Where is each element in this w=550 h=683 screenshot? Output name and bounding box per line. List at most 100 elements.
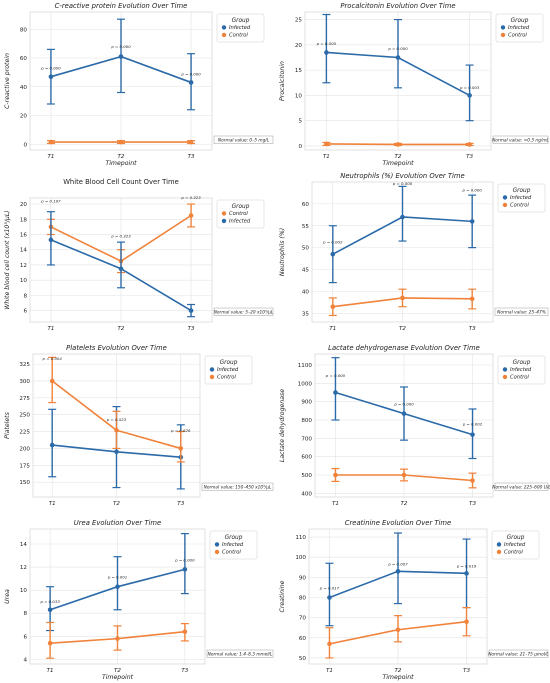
data-point <box>395 55 401 60</box>
chart-panel-0: 0 20 40 60 80 T1 T2 T3 C-reactive protein Evolut… <box>3 2 274 167</box>
y-tick-label: 800 <box>301 418 312 424</box>
series-infected <box>331 357 477 460</box>
y-axis-label: White blood cell count (x10³/μL) <box>3 210 11 309</box>
x-tick-label: T2 <box>118 154 125 160</box>
chart-panel-6: 4 6 8 10 12 14 T1 T2 T3 Urea Evolution Over Time T… <box>4 519 274 681</box>
legend-item-control: Control <box>229 211 248 217</box>
data-point <box>333 472 338 478</box>
chart-title: Creatinine Evolution Over Time <box>345 519 452 527</box>
y-tick-label: 600 <box>301 455 312 461</box>
legend-title: Group <box>511 18 529 24</box>
data-point <box>467 93 472 98</box>
data-point <box>464 571 469 576</box>
y-tick-label: 225 <box>19 430 30 436</box>
legend-item-control: Control <box>217 375 236 381</box>
legend-marker-infected <box>214 542 220 547</box>
normal-note-text: Normal value: <0.5 ng/mL <box>492 137 549 143</box>
y-tick-label: 6 <box>23 634 27 640</box>
data-point <box>49 378 55 384</box>
normal-note-text: Normal value: 1.4–8.3 mmol/L <box>208 651 273 657</box>
legend-box <box>216 13 265 43</box>
p-value-label: p = 0.001 <box>107 575 127 580</box>
legend-marker-infected <box>209 367 215 372</box>
y-tick-label: 325 <box>19 362 30 368</box>
data-point <box>48 139 54 145</box>
data-point <box>47 607 53 613</box>
legend-box <box>216 199 265 229</box>
p-value-label: p = 0.523 <box>106 417 127 422</box>
data-point <box>324 50 329 55</box>
legend-marker-infected <box>502 195 508 200</box>
data-point <box>469 296 475 302</box>
y-tick-label: 250 <box>19 413 30 419</box>
y-tick-label: 15 <box>295 68 303 74</box>
legend-title: Group <box>232 204 250 210</box>
legend-title: Group <box>232 18 250 24</box>
normal-note-box <box>488 649 549 658</box>
y-tick-label: 14 <box>20 248 28 254</box>
y-axis-label: Neutrophils (%) <box>278 228 286 276</box>
legend-item-control: Control <box>504 550 523 556</box>
normal-note-box <box>494 482 549 491</box>
data-point <box>330 304 336 309</box>
chart-title: Lactate dehydrogenase Evolution Over Tim… <box>328 344 480 352</box>
chart-title: C-reactive protein Evolution Over Time <box>55 2 188 10</box>
x-tick-label: T1 <box>329 326 336 332</box>
normal-value-note: Normal value: 5–20 x10³/μL <box>213 307 274 316</box>
normal-note-box <box>213 307 274 316</box>
y-axis-label: C-reactive protein <box>3 53 11 109</box>
legend-marker-control <box>221 211 227 216</box>
y-tick-label: 80 <box>20 27 28 33</box>
p-value-label: p = 0.000 <box>393 401 414 406</box>
data-point <box>470 432 475 437</box>
y-tick-label: 200 <box>19 446 30 452</box>
data-point <box>115 636 120 641</box>
x-tick-label: T1 <box>47 668 54 674</box>
legend-marker-control <box>214 549 220 555</box>
legend-item-infected: Infected <box>510 195 532 201</box>
chart-title: Neutrophils (%) Evolution Over Time <box>340 172 464 180</box>
legend-box <box>204 355 253 385</box>
y-tick-label: 55 <box>302 224 310 230</box>
series-control <box>322 141 474 147</box>
chart-panel-1: 0 5 10 15 20 25 T1 T2 T3 Procalcitonin Evolution … <box>278 2 550 167</box>
legend-marker-control <box>502 374 508 380</box>
y-axis-label: Lactate dehydrogenase <box>278 389 286 462</box>
y-tick-label: 60 <box>20 56 28 62</box>
y-tick-label: 275 <box>19 396 30 402</box>
y-tick-label: 10 <box>20 588 28 594</box>
y-tick-label: 700 <box>301 436 312 442</box>
data-point <box>47 640 53 646</box>
data-point <box>327 595 332 600</box>
chart-panel-2: 6 8 10 12 14 16 18 20 T1 T2 T3 White Blood Cell Cou… <box>3 178 274 332</box>
y-tick-label: 40 <box>302 289 310 295</box>
x-tick-label: T2 <box>395 154 402 160</box>
legend-item-infected: Infected <box>217 367 239 373</box>
data-point <box>114 427 119 433</box>
data-point <box>118 266 124 272</box>
p-value-label: p = 0.323 <box>180 195 201 200</box>
y-tick-label: 8 <box>23 293 27 299</box>
series-infected <box>46 18 196 111</box>
data-point <box>330 251 336 257</box>
legend-title: Group <box>513 188 531 194</box>
y-tick-label: 500 <box>301 473 312 479</box>
legend-item-infected: Infected <box>510 367 532 373</box>
series-infected <box>328 185 477 284</box>
chart-title: Platelets Evolution Over Time <box>66 344 167 352</box>
series-infected <box>48 406 185 490</box>
series-control <box>325 606 471 659</box>
x-tick-label: T3 <box>188 154 195 160</box>
x-tick-label: T3 <box>177 501 184 507</box>
y-tick-label: 20 <box>295 43 303 49</box>
normal-value-note: Normal value: 21–75 μmol/L <box>488 649 549 658</box>
legend-marker-control <box>496 549 502 555</box>
y-tick-label: 16 <box>20 233 28 239</box>
y-tick-label: 6 <box>23 309 27 315</box>
y-tick-label: 35 <box>302 311 310 317</box>
